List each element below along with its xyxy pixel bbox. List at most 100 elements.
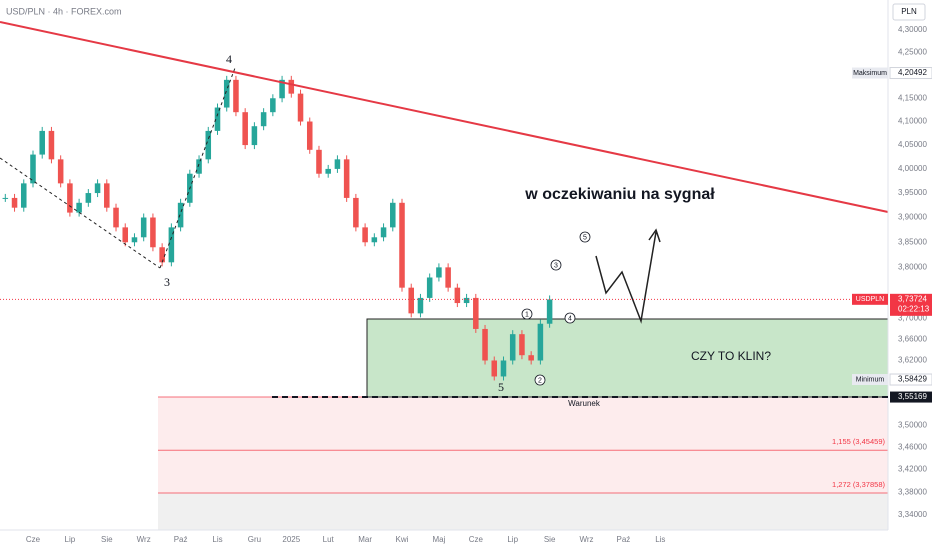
candle [104, 183, 110, 208]
candle [260, 112, 267, 127]
wave-circle [534, 374, 546, 386]
price-name: USDPLN [856, 296, 884, 303]
price-label: 4,20492 [898, 68, 927, 77]
y-tick-label: 3,46000 [898, 442, 927, 451]
target-box [366, 318, 889, 398]
fib-label: 1,155 (3,45459) [832, 437, 885, 446]
candle [214, 107, 221, 131]
x-tick-label: Maj [432, 535, 445, 544]
candle [196, 159, 202, 174]
x-tick-label: Lis [212, 535, 222, 544]
price-label-box [889, 373, 932, 386]
condition-label: Warunek [568, 399, 601, 408]
wave-sub-label: 4 [568, 315, 572, 322]
candle [85, 193, 92, 203]
x-tick-label: Paź [617, 535, 631, 544]
candle [297, 93, 304, 122]
price-name-box [852, 374, 888, 386]
candles [2, 75, 553, 381]
price-label: 3,73724 [898, 294, 927, 303]
x-tick-label: 2025 [282, 535, 300, 544]
candle [67, 183, 73, 213]
wave-sub-label: 3 [554, 262, 558, 269]
candle [122, 227, 129, 243]
candle [417, 297, 424, 314]
candle [57, 159, 64, 184]
candle [131, 237, 138, 243]
x-tick-label: Sie [544, 535, 556, 544]
price-label: 3,55169 [898, 392, 927, 401]
candle [473, 297, 479, 329]
currency-box[interactable] [892, 3, 926, 21]
price-label-box [889, 67, 932, 80]
price-name-box [852, 67, 888, 79]
candle [20, 183, 27, 208]
price-name: Maksimum [853, 70, 887, 77]
y-tick-label: 3,62000 [898, 356, 927, 365]
candle [288, 79, 295, 94]
candle [408, 287, 414, 314]
candle [94, 183, 101, 194]
wave-circle [550, 259, 562, 271]
fib-label: 1,272 (3,37858) [832, 480, 885, 489]
x-tick-label: Lip [65, 535, 76, 544]
candle [454, 287, 461, 304]
x-tick-label: Lut [323, 535, 335, 544]
price-label: 3,58429 [898, 375, 927, 384]
price-label-box [890, 391, 932, 403]
candle [205, 130, 212, 160]
x-tick-label: Wrz [579, 535, 593, 544]
x-tick-label: Lip [507, 535, 518, 544]
y-tick-label: 4,15000 [898, 93, 927, 102]
candle [519, 334, 525, 356]
candle [150, 217, 156, 248]
y-tick-label: 3,80000 [898, 262, 927, 271]
candle [140, 217, 147, 238]
x-tick-label: Cze [469, 535, 484, 544]
candle [242, 112, 248, 146]
currency[interactable]: PLN [901, 7, 917, 16]
x-tick-label: Wrz [137, 535, 151, 544]
candle [76, 202, 82, 213]
trend-line [0, 21, 889, 213]
candle [2, 197, 9, 199]
y-tick-label: 4,25000 [898, 48, 927, 57]
candle [270, 98, 276, 113]
candle [177, 202, 184, 228]
candle [500, 360, 507, 377]
y-tick-label: 4,00000 [898, 164, 927, 173]
candle [39, 130, 45, 155]
wave-sub-label: 5 [583, 234, 587, 241]
y-tick-label: 3,70000 [898, 314, 927, 323]
y-tick-label: 3,95000 [898, 188, 927, 197]
x-tick-label: Mar [358, 535, 372, 544]
y-tick-label: 3,50000 [898, 420, 927, 429]
x-tick-label: Sie [101, 535, 113, 544]
box-label: CZY TO KLIN? [691, 349, 771, 363]
candle [159, 247, 165, 263]
candle [436, 267, 442, 278]
candle [343, 159, 350, 198]
candle [482, 328, 488, 361]
y-tick-label: 3,66000 [898, 335, 927, 344]
candle [251, 126, 258, 146]
candle [334, 159, 341, 169]
y-tick-label: 3,34000 [898, 510, 927, 519]
candle [233, 79, 239, 113]
y-tick-label: 4,05000 [898, 140, 927, 149]
candle [30, 154, 36, 184]
x-tick-label: Lis [655, 535, 665, 544]
candle [325, 168, 331, 174]
y-tick-label: 3,85000 [898, 237, 927, 246]
projection-arrow [595, 231, 657, 324]
candle [528, 355, 534, 361]
candle [306, 121, 313, 150]
wave-circle [564, 312, 576, 324]
wave-sub-label: 1 [525, 311, 529, 318]
candle [491, 360, 498, 377]
candle [463, 297, 470, 304]
candle [509, 334, 516, 361]
wave-sub-label: 2 [538, 377, 542, 384]
y-tick-label: 3,42000 [898, 465, 927, 474]
x-tick-label: Paź [174, 535, 188, 544]
